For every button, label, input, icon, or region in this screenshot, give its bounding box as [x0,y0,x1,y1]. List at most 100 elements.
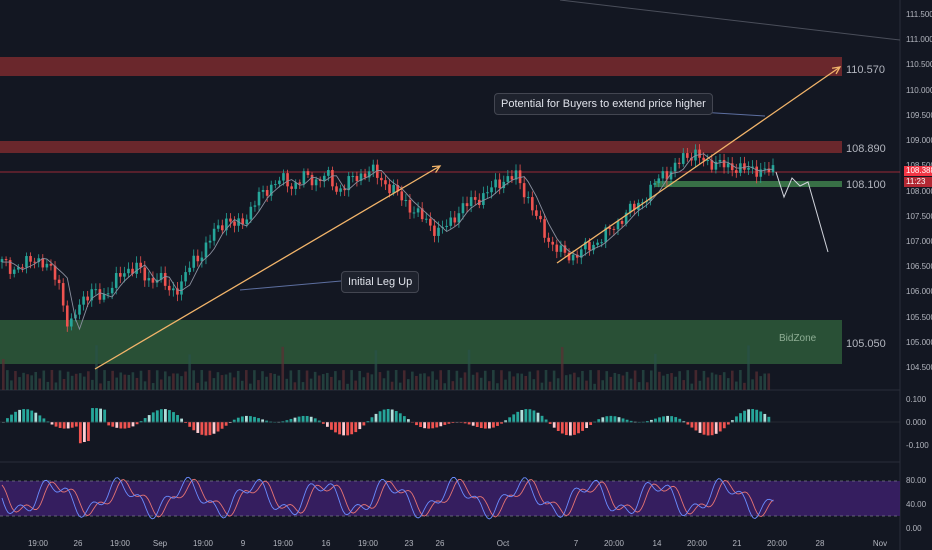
candle-body [751,166,754,168]
macd-bar [317,420,321,423]
candle-body [363,173,367,178]
volume-bar [354,380,357,390]
candle-body [743,163,746,170]
candle-body [539,215,542,220]
macd-bar [70,422,74,428]
candle-body [616,220,620,230]
macd-bar [119,422,123,429]
candle-body [686,153,689,158]
candle-body [714,161,718,170]
candle-body [510,176,514,180]
volume-bar [747,345,750,390]
candle-body [531,197,534,211]
volume-bar [435,379,438,390]
volume-bar [743,382,746,390]
candle-body [119,273,122,277]
candle-body [469,197,473,207]
volume-bar [731,370,734,390]
candle-body [371,164,375,172]
candle-body [490,187,493,193]
candle-body [706,160,710,162]
macd-bar [654,418,657,423]
volume-bar [471,374,475,390]
macd-bar [581,422,584,431]
candle-body [196,255,200,262]
stoch-axis-label: 0.00 [906,524,922,533]
volume-bar [698,380,702,390]
candle-body [612,228,616,230]
volume-bar [297,370,301,390]
candle-body [380,177,383,181]
candle-body [106,293,110,295]
macd-bar [759,411,763,423]
stoch-axis-label: 40.00 [906,500,927,509]
volume-bar [143,381,147,390]
macd-bar [488,422,491,429]
volume-bar [516,373,519,390]
candle-body [518,170,522,184]
macd-bar [159,409,163,423]
macd-bar [18,409,21,423]
macd-bar [463,422,467,424]
buyers-callout[interactable]: Potential for Buyers to extend price hig… [494,93,713,115]
macd-bar [605,416,609,423]
candle-body [567,252,571,261]
leg-up-callout[interactable]: Initial Leg Up [341,271,420,293]
macd-bar [504,420,507,423]
volume-bar [483,370,487,390]
candle-body [261,190,265,192]
macd-bar [342,422,345,436]
volume-bar [560,347,564,390]
macd-bar [232,419,236,423]
macd-bar [26,409,30,423]
price-axis-label: 107.500 [906,211,932,221]
volume-bar [224,374,228,390]
candle-body [596,242,599,245]
volume-bar [374,350,378,390]
macd-bar [722,422,726,429]
candle-body [269,184,273,196]
macd-bar [431,422,435,429]
volume-bar [346,383,349,390]
macd-bar [666,415,669,423]
volume-bar [83,376,86,390]
candle-body [502,181,506,189]
candle-body [163,273,167,286]
volume-bar [111,370,114,390]
macd-bar [334,422,337,433]
candle-body [274,184,277,186]
volume-bar [722,372,726,390]
volume-bar [358,370,361,390]
macd-bar [439,422,443,427]
volume-bar [236,370,240,390]
candle-body [53,265,57,280]
volume-bar [164,371,167,390]
candle-body [253,205,257,207]
extension-arrow [556,66,841,264]
price-axis-label: 106.000 [906,287,932,297]
volume-bar [172,373,175,390]
volume-bar [609,376,613,390]
candle-body [147,278,151,281]
candle-body [482,193,485,205]
candle-body [579,249,583,258]
volume-bar [407,379,410,390]
price-axis-label: 104.500 [906,363,932,372]
candle-body [282,173,285,181]
macd-bar [714,422,718,434]
candle-body [657,178,661,184]
macd-bar [402,416,406,423]
volume-bar [265,376,268,390]
macd-bar [585,422,588,429]
macd-bar [556,422,560,431]
macd-bar [629,420,633,423]
time-axis-label: 19:00 [357,539,379,548]
volume-bar [402,370,406,390]
candle-body [188,267,191,273]
volume-bar [147,370,151,390]
price-axis-label: 108.500 [906,161,932,171]
macd-bar [326,422,329,427]
volume-bar [386,370,390,390]
macd-bar [443,422,447,425]
